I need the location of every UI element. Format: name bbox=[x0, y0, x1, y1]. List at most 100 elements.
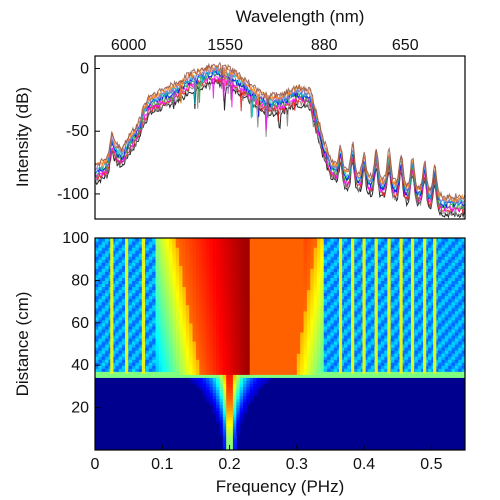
heatmap-cell bbox=[364, 365, 369, 369]
heatmap-cell bbox=[367, 283, 372, 288]
heatmap-cell bbox=[370, 340, 375, 345]
heatmap-cell bbox=[253, 253, 258, 257]
heatmap-cell bbox=[239, 410, 244, 415]
heatmap-cell bbox=[226, 286, 231, 291]
heatmap-cell bbox=[118, 247, 123, 251]
heatmap-cell bbox=[209, 247, 214, 251]
heatmap-cell bbox=[290, 334, 295, 339]
heatmap-cell bbox=[222, 368, 227, 372]
heatmap-cell bbox=[165, 304, 170, 309]
heatmap-cell bbox=[343, 259, 348, 263]
heatmap-cell bbox=[414, 322, 419, 327]
heatmap-cell bbox=[226, 298, 231, 303]
heatmap-cell bbox=[458, 362, 463, 366]
heatmap-cell bbox=[121, 250, 126, 254]
heatmap-cell bbox=[323, 301, 328, 306]
heatmap-cell bbox=[424, 365, 429, 369]
heatmap-cell bbox=[394, 322, 399, 327]
heatmap-cell bbox=[216, 247, 221, 251]
heatmap-cell bbox=[95, 374, 99, 378]
heatmap-cell bbox=[330, 298, 335, 303]
heatmap-cell bbox=[216, 389, 221, 394]
heatmap-cell bbox=[343, 250, 348, 254]
heatmap-cell bbox=[438, 356, 443, 360]
heatmap-cell bbox=[226, 377, 231, 381]
heatmap-cell bbox=[253, 268, 258, 272]
heatmap-cell bbox=[185, 247, 190, 251]
heatmap-cell bbox=[377, 283, 382, 288]
heatmap-cell bbox=[232, 362, 237, 366]
heatmap-cell bbox=[283, 359, 288, 363]
heatmap-cell bbox=[454, 304, 459, 309]
heatmap-cell bbox=[330, 371, 335, 375]
heatmap-cell bbox=[401, 271, 406, 275]
heatmap-cell bbox=[246, 280, 251, 285]
heatmap-cell bbox=[111, 313, 116, 318]
heatmap-cell bbox=[441, 340, 446, 345]
heatmap-cell bbox=[239, 371, 244, 375]
heatmap-cell bbox=[300, 280, 305, 285]
heatmap-cell bbox=[105, 292, 110, 297]
heatmap-cell bbox=[232, 313, 237, 318]
heatmap-cell bbox=[212, 410, 217, 415]
heatmap-cell bbox=[280, 298, 284, 303]
heatmap-cell bbox=[276, 247, 281, 251]
heatmap-cell bbox=[286, 362, 291, 366]
heatmap-cell bbox=[212, 347, 217, 351]
heatmap-cell bbox=[182, 247, 187, 251]
heatmap-cell bbox=[162, 298, 167, 303]
heatmap-cell bbox=[222, 407, 227, 412]
heatmap-cell bbox=[222, 340, 227, 345]
heatmap-cell bbox=[195, 371, 200, 375]
heatmap-cell bbox=[296, 322, 301, 327]
heatmap-cell bbox=[243, 334, 247, 339]
heatmap-cell bbox=[296, 307, 301, 312]
heatmap-cell bbox=[95, 271, 99, 275]
heatmap-cell bbox=[115, 304, 120, 309]
heatmap-cell bbox=[313, 362, 318, 366]
heatmap-cell bbox=[367, 368, 372, 372]
heatmap-cell bbox=[222, 377, 227, 381]
heatmap-cell bbox=[95, 325, 99, 330]
heatmap-cell bbox=[179, 328, 184, 333]
heatmap-cell bbox=[293, 283, 298, 288]
heatmap-cell bbox=[222, 280, 227, 285]
heatmap-cell bbox=[115, 374, 120, 378]
heatmap-cell bbox=[145, 292, 150, 297]
heatmap-cell bbox=[229, 289, 234, 294]
heatmap-cell bbox=[306, 310, 311, 315]
heatmap-cell bbox=[384, 371, 389, 375]
heatmap-cell bbox=[377, 280, 382, 285]
heatmap-cell bbox=[202, 250, 207, 254]
heatmap-cells bbox=[95, 238, 465, 450]
heatmap-cell bbox=[310, 301, 315, 306]
heatmap-cell bbox=[391, 259, 395, 263]
heatmap-cell bbox=[266, 362, 271, 366]
heatmap-cell bbox=[206, 307, 210, 312]
heatmap-cell bbox=[327, 283, 332, 288]
heatmap-cell bbox=[132, 337, 136, 342]
heatmap-cell bbox=[448, 289, 453, 294]
heatmap-cell bbox=[367, 286, 372, 291]
heatmap-cell bbox=[209, 356, 214, 360]
heatmap-cell bbox=[417, 292, 422, 297]
heatmap-cell bbox=[414, 337, 419, 342]
heatmap-cell bbox=[428, 277, 432, 281]
heatmap-cell bbox=[454, 374, 459, 378]
heatmap-cell bbox=[451, 256, 456, 260]
heatmap-cell bbox=[121, 310, 126, 315]
heatmap-cell bbox=[148, 283, 153, 288]
heatmap-cell bbox=[451, 371, 456, 375]
heatmap-cell bbox=[323, 337, 328, 342]
heatmap-cell bbox=[206, 277, 210, 281]
heatmap-cell bbox=[380, 340, 385, 345]
heatmap-cell bbox=[407, 347, 412, 351]
heatmap-cell bbox=[155, 344, 160, 348]
heatmap-cell bbox=[404, 283, 409, 288]
heatmap-cell bbox=[179, 374, 184, 378]
heatmap-cell bbox=[256, 289, 261, 294]
heatmap-cell bbox=[226, 250, 231, 254]
heatmap-cell bbox=[226, 256, 231, 260]
heatmap-cell bbox=[310, 337, 315, 342]
heatmap-cell bbox=[364, 331, 369, 336]
